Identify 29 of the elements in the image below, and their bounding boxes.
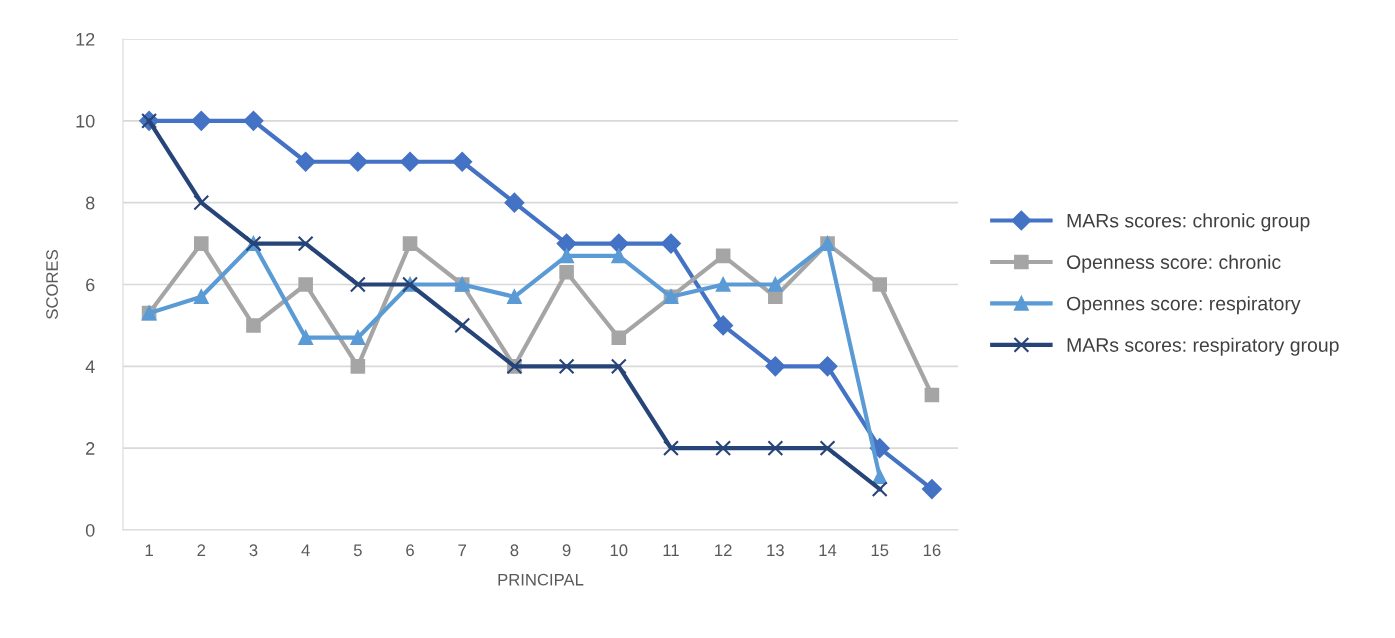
y-tick-label: 6	[86, 278, 95, 292]
y-tick-label: 10	[76, 114, 95, 128]
y-tick-label: 8	[85, 196, 95, 210]
legend-label: Opennes score: respiratory	[1067, 296, 1301, 315]
y-tick-label: 4	[85, 360, 95, 373]
x-tick-label: 8	[510, 544, 519, 557]
x-tick-label: 9	[562, 544, 571, 557]
x-tick-label: 6	[406, 544, 414, 557]
y-axis-title: SCORES	[46, 250, 58, 319]
x-tick-label: 3	[249, 544, 258, 557]
legend-label: MARs scores: respiratory group	[1067, 337, 1339, 356]
x-tick-label: 1	[145, 544, 153, 556]
x-tick-label: 10	[610, 544, 628, 557]
x-axis-title: PRINCIPAL	[498, 573, 584, 586]
x-tick-label: 14	[819, 544, 837, 556]
y-tick-label: 12	[76, 32, 95, 46]
y-tick-label: 2	[86, 442, 95, 455]
x-tick-label: 4	[301, 544, 310, 556]
y-tick-label: 0	[85, 523, 95, 537]
x-tick-label: 11	[663, 544, 679, 556]
x-tick-label: 13	[767, 544, 784, 557]
legend-label: MARs scores: chronic group	[1067, 213, 1310, 232]
x-tick-label: 5	[353, 544, 362, 557]
x-tick-label: 16	[923, 544, 941, 557]
x-tick-label: 7	[458, 544, 467, 556]
x-tick-label: 12	[715, 544, 732, 556]
x-tick-label: 15	[871, 544, 889, 557]
legend-label: Openness score: chronic	[1067, 254, 1281, 273]
x-tick-label: 2	[197, 544, 206, 556]
